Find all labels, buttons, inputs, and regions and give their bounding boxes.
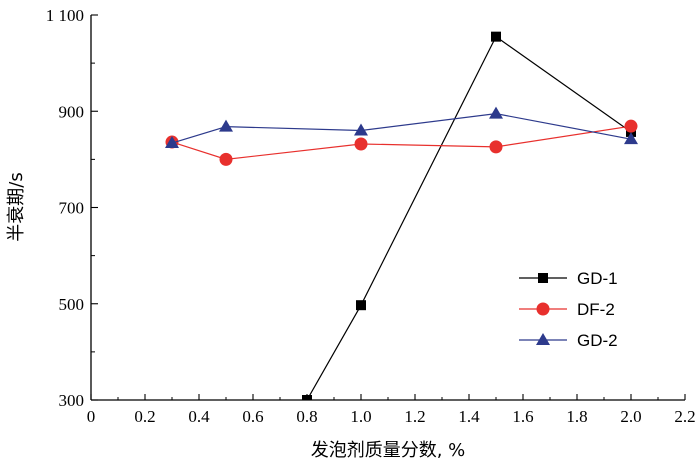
axes xyxy=(90,14,686,401)
data-point xyxy=(167,421,177,431)
y-tick-label: 700 xyxy=(59,199,85,218)
series-gd-1 xyxy=(167,31,636,431)
data-point xyxy=(219,119,233,132)
data-point xyxy=(624,119,638,133)
data-point xyxy=(219,152,233,166)
y-tick-label: 500 xyxy=(59,295,85,314)
legend-marker xyxy=(536,333,550,345)
x-tick-label: 2.0 xyxy=(620,407,641,426)
x-tick-label: 0.4 xyxy=(188,407,210,426)
tick-labels: 0 0.2 0.4 0.6 0.8 1.0 1.2 1.4 1.6 1.8 2.0 2.2 300 500… xyxy=(46,6,696,426)
legend: GD-1 DF-2 GD-2 xyxy=(519,269,618,350)
x-tick-label: 2.2 xyxy=(674,407,695,426)
y-tick-label: 300 xyxy=(59,391,85,410)
legend-label: DF-2 xyxy=(577,300,615,319)
x-tick-label: 1.6 xyxy=(512,407,533,426)
y-axis-label: 半衰期/s xyxy=(6,172,27,241)
legend-item: DF-2 xyxy=(519,300,615,319)
series-gd-2 xyxy=(165,106,638,149)
x-tick-label: 0.2 xyxy=(134,407,155,426)
legend-marker xyxy=(538,273,548,283)
y-tick-label: 900 xyxy=(59,102,85,121)
series-line xyxy=(171,113,632,144)
series-line xyxy=(171,125,632,160)
series-layer xyxy=(165,31,638,431)
legend-marker xyxy=(536,302,550,316)
x-tick-label: 0 xyxy=(87,407,96,426)
legend-item: GD-1 xyxy=(519,269,618,288)
data-point xyxy=(489,140,503,154)
data-point xyxy=(356,300,366,311)
series-df-2 xyxy=(165,119,638,166)
data-point xyxy=(354,123,368,136)
legend-item: GD-2 xyxy=(519,331,618,350)
data-point xyxy=(491,31,501,42)
data-point xyxy=(624,132,638,145)
legend-label: GD-1 xyxy=(577,269,618,288)
x-tick-label: 1.4 xyxy=(458,407,480,426)
x-axis-label: 发泡剂质量分数, % xyxy=(311,440,466,461)
x-tick-label: 1.0 xyxy=(350,407,371,426)
data-point xyxy=(489,106,503,119)
data-point xyxy=(165,136,179,149)
data-point xyxy=(354,137,368,151)
y-tick-label: 1 100 xyxy=(46,6,84,25)
data-point xyxy=(302,395,312,400)
x-tick-label: 0.8 xyxy=(296,407,317,426)
x-tick-label: 1.2 xyxy=(404,407,425,426)
legend-label: GD-2 xyxy=(577,331,618,350)
series-line xyxy=(306,35,632,400)
x-tick-label: 1.8 xyxy=(566,407,587,426)
x-tick-label: 0.6 xyxy=(242,407,263,426)
